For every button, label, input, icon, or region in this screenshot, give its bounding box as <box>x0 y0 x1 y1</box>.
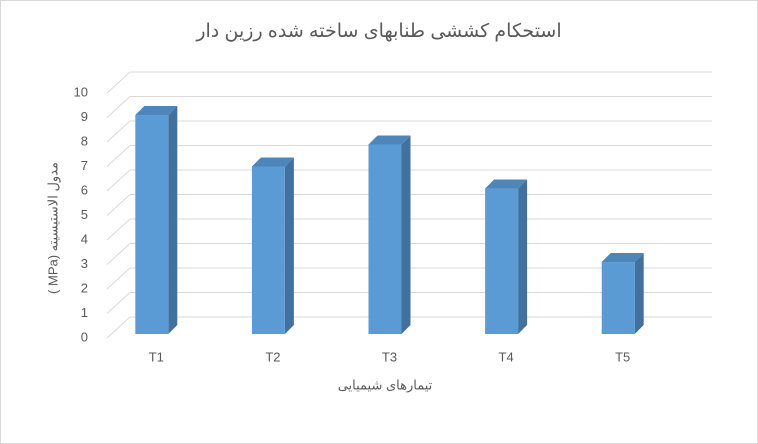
grid-line <box>106 169 712 192</box>
bar-top <box>485 179 528 189</box>
x-tick-label: T3 <box>382 349 397 364</box>
y-tick-label: 9 <box>81 109 88 124</box>
y-tick-label: 5 <box>81 207 88 222</box>
grid-line <box>106 120 712 143</box>
y-axis-label: مدول الاستیسیته (MPa ) <box>45 162 61 294</box>
bar-side <box>634 253 644 334</box>
bar <box>368 144 402 334</box>
y-tick-label: 8 <box>81 133 88 148</box>
x-tick-label: T2 <box>265 349 280 364</box>
y-tick-label: 7 <box>81 158 88 173</box>
bar <box>601 262 635 334</box>
grid-line <box>106 71 712 94</box>
bar-top <box>251 157 294 167</box>
bar <box>135 115 169 334</box>
y-tick-label: 4 <box>81 231 88 246</box>
bar-side <box>168 106 178 334</box>
bar-side <box>401 135 411 334</box>
y-tick-label: 6 <box>81 182 88 197</box>
grid-line <box>106 96 712 118</box>
y-tick-label: 3 <box>81 256 88 271</box>
bar <box>251 166 285 334</box>
y-tick-label: 1 <box>81 305 88 320</box>
chart-title: استحکام کششی طنابهای ساخته شده رزین دار <box>195 21 561 42</box>
bar-top <box>601 253 644 263</box>
bar-top <box>135 106 178 116</box>
bar <box>485 188 519 334</box>
grid-line <box>106 145 712 167</box>
x-tick-label: T4 <box>499 349 514 364</box>
bar-top <box>368 135 411 145</box>
y-tick-label: 2 <box>81 280 88 295</box>
x-axis-label: تیمارهای شیمیایی <box>338 377 433 393</box>
y-tick-label: 0 <box>81 329 88 344</box>
bar-side <box>518 179 528 334</box>
x-tick-label: T1 <box>149 349 164 364</box>
bar-side <box>284 157 294 334</box>
y-tick-label: 10 <box>74 84 88 99</box>
x-tick-label: T5 <box>615 349 630 364</box>
